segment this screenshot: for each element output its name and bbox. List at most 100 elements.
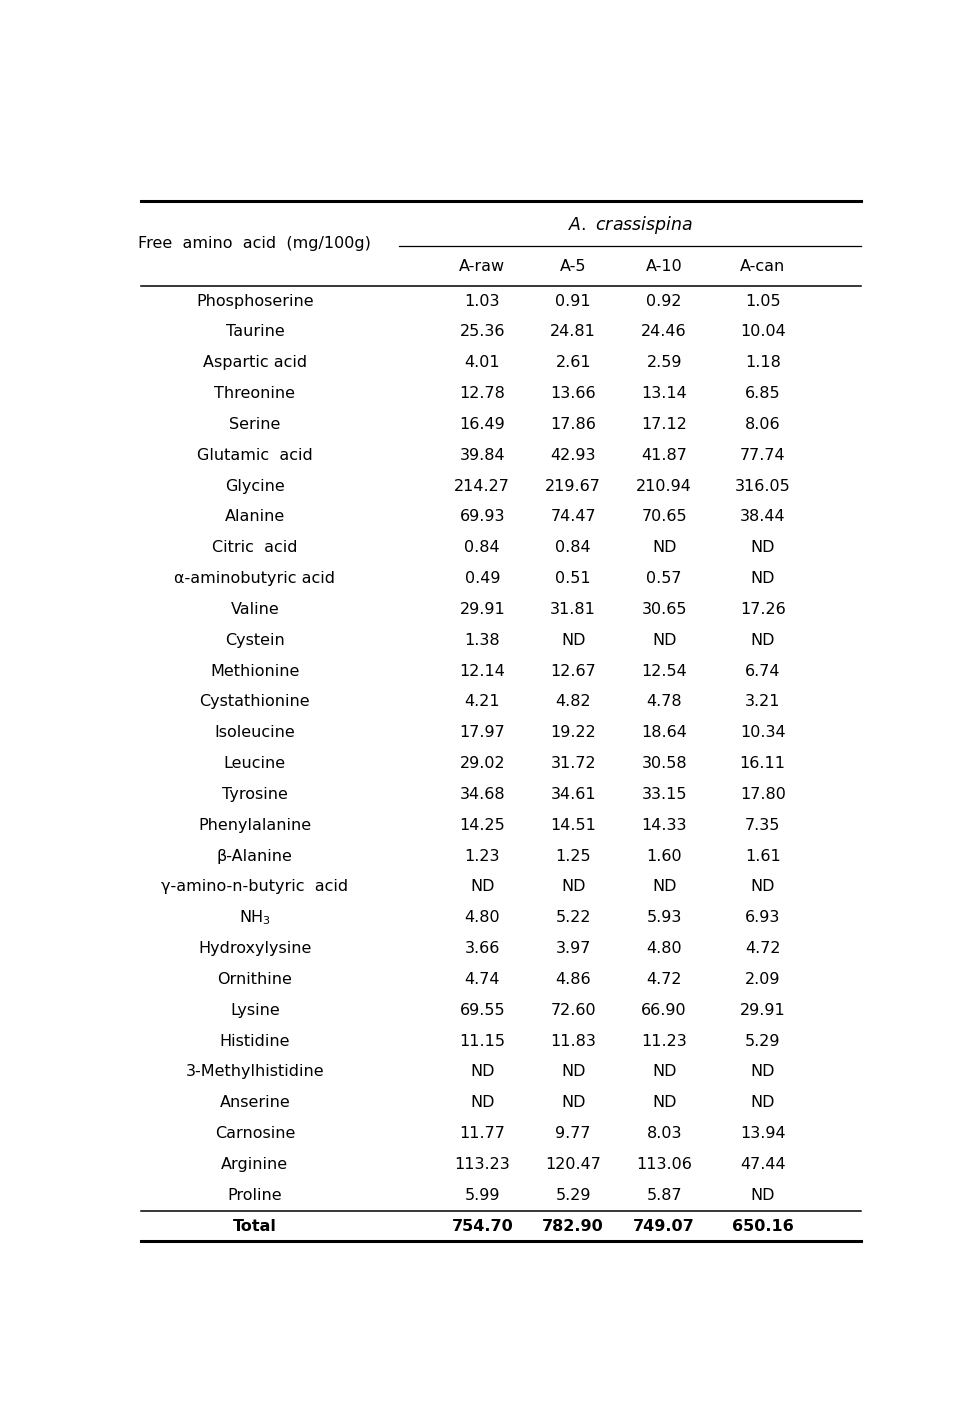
Text: 4.01: 4.01 — [464, 356, 499, 370]
Text: α-aminobutyric acid: α-aminobutyric acid — [174, 571, 335, 587]
Text: Tyrosine: Tyrosine — [222, 786, 287, 802]
Text: 12.67: 12.67 — [550, 663, 596, 679]
Text: ND: ND — [561, 633, 585, 648]
Text: 2.61: 2.61 — [555, 356, 590, 370]
Text: 47.44: 47.44 — [740, 1156, 785, 1172]
Text: Isoleucine: Isoleucine — [214, 726, 295, 740]
Text: 2.59: 2.59 — [646, 356, 681, 370]
Text: 34.61: 34.61 — [550, 786, 595, 802]
Text: ND: ND — [749, 1064, 774, 1080]
Text: 3.21: 3.21 — [744, 694, 780, 710]
Text: Alanine: Alanine — [225, 510, 284, 524]
Text: 650.16: 650.16 — [731, 1219, 792, 1234]
Text: 4.86: 4.86 — [555, 972, 590, 986]
Text: 29.02: 29.02 — [459, 757, 504, 771]
Text: 210.94: 210.94 — [636, 479, 692, 493]
Text: Serine: Serine — [229, 417, 280, 432]
Text: 3-Methylhistidine: 3-Methylhistidine — [186, 1064, 323, 1080]
Text: 42.93: 42.93 — [550, 448, 595, 463]
Text: Cystein: Cystein — [225, 633, 284, 648]
Text: ND: ND — [652, 633, 676, 648]
Text: 0.51: 0.51 — [555, 571, 590, 587]
Text: ND: ND — [749, 1095, 774, 1111]
Text: 72.60: 72.60 — [550, 1003, 595, 1017]
Text: 4.74: 4.74 — [464, 972, 499, 986]
Text: Glycine: Glycine — [225, 479, 284, 493]
Text: 41.87: 41.87 — [641, 448, 687, 463]
Text: 5.87: 5.87 — [646, 1187, 681, 1203]
Text: 4.72: 4.72 — [744, 941, 780, 956]
Text: 24.81: 24.81 — [550, 324, 596, 340]
Text: 8.03: 8.03 — [646, 1127, 681, 1141]
Text: 2.09: 2.09 — [744, 972, 780, 986]
Text: Threonine: Threonine — [214, 385, 295, 401]
Text: 113.06: 113.06 — [636, 1156, 692, 1172]
Text: Ornithine: Ornithine — [217, 972, 292, 986]
Text: ND: ND — [470, 1095, 494, 1111]
Text: 12.54: 12.54 — [641, 663, 687, 679]
Text: Leucine: Leucine — [224, 757, 285, 771]
Text: 6.85: 6.85 — [744, 385, 780, 401]
Text: Total: Total — [233, 1219, 276, 1234]
Text: A-5: A-5 — [560, 258, 586, 273]
Text: Phenylalanine: Phenylalanine — [198, 818, 311, 833]
Text: NH$_3$: NH$_3$ — [238, 908, 271, 927]
Text: Citric  acid: Citric acid — [212, 540, 297, 555]
Text: 17.26: 17.26 — [739, 602, 785, 616]
Text: 5.29: 5.29 — [744, 1033, 780, 1049]
Text: 17.86: 17.86 — [550, 417, 596, 432]
Text: 754.70: 754.70 — [451, 1219, 513, 1234]
Text: 4.78: 4.78 — [646, 694, 681, 710]
Text: ND: ND — [749, 880, 774, 894]
Text: 69.93: 69.93 — [459, 510, 504, 524]
Text: 219.67: 219.67 — [545, 479, 601, 493]
Text: 31.81: 31.81 — [550, 602, 596, 616]
Text: 16.49: 16.49 — [459, 417, 505, 432]
Text: 17.97: 17.97 — [459, 726, 505, 740]
Text: 10.34: 10.34 — [740, 726, 785, 740]
Text: 11.83: 11.83 — [550, 1033, 596, 1049]
Text: 0.84: 0.84 — [555, 540, 590, 555]
Text: 14.51: 14.51 — [550, 818, 596, 833]
Text: Lysine: Lysine — [230, 1003, 279, 1017]
Text: 14.25: 14.25 — [459, 818, 505, 833]
Text: 782.90: 782.90 — [542, 1219, 604, 1234]
Text: 31.72: 31.72 — [550, 757, 595, 771]
Text: 11.15: 11.15 — [459, 1033, 505, 1049]
Text: 29.91: 29.91 — [459, 602, 505, 616]
Text: A-can: A-can — [740, 258, 785, 273]
Text: Histidine: Histidine — [220, 1033, 290, 1049]
Text: 749.07: 749.07 — [633, 1219, 695, 1234]
Text: 1.38: 1.38 — [464, 633, 499, 648]
Text: 4.21: 4.21 — [464, 694, 499, 710]
Text: 33.15: 33.15 — [641, 786, 686, 802]
Text: ND: ND — [652, 540, 676, 555]
Text: ND: ND — [652, 880, 676, 894]
Text: 11.77: 11.77 — [459, 1127, 505, 1141]
Text: Methionine: Methionine — [210, 663, 299, 679]
Text: 18.64: 18.64 — [641, 726, 687, 740]
Text: Aspartic acid: Aspartic acid — [202, 356, 307, 370]
Text: 0.57: 0.57 — [646, 571, 681, 587]
Text: 0.92: 0.92 — [646, 293, 681, 309]
Text: 19.22: 19.22 — [550, 726, 596, 740]
Text: A-10: A-10 — [645, 258, 682, 273]
Text: 5.22: 5.22 — [555, 910, 590, 925]
Text: 1.25: 1.25 — [555, 849, 590, 863]
Text: Arginine: Arginine — [221, 1156, 288, 1172]
Text: 38.44: 38.44 — [740, 510, 785, 524]
Text: 4.72: 4.72 — [646, 972, 681, 986]
Text: 13.94: 13.94 — [740, 1127, 785, 1141]
Text: ND: ND — [749, 571, 774, 587]
Text: 3.97: 3.97 — [555, 941, 590, 956]
Text: ND: ND — [749, 633, 774, 648]
Text: A-raw: A-raw — [459, 258, 505, 273]
Text: ND: ND — [652, 1064, 676, 1080]
Text: 6.74: 6.74 — [744, 663, 780, 679]
Text: 70.65: 70.65 — [641, 510, 686, 524]
Text: 14.33: 14.33 — [641, 818, 686, 833]
Text: Free  amino  acid  (mg/100g): Free amino acid (mg/100g) — [139, 235, 371, 251]
Text: 316.05: 316.05 — [734, 479, 789, 493]
Text: 13.14: 13.14 — [641, 385, 687, 401]
Text: ND: ND — [749, 540, 774, 555]
